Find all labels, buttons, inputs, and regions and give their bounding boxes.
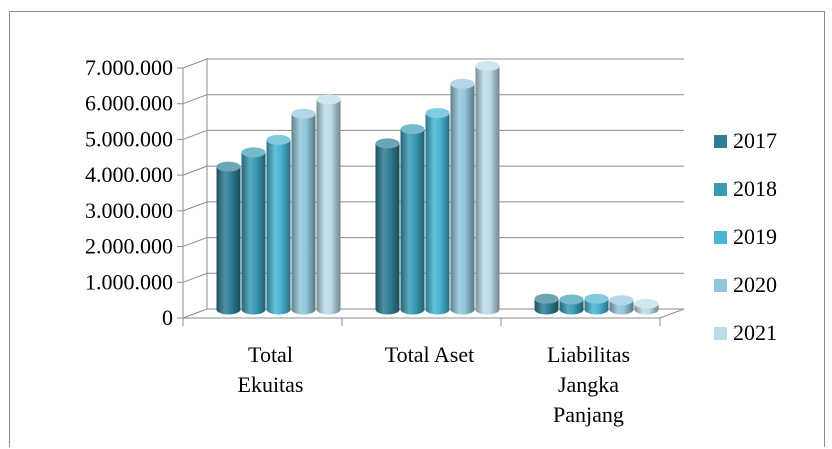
bar-2018-0 [241,147,266,315]
y-tick-label: 1.000.000 [85,269,173,294]
legend-label: 2018 [733,176,777,201]
bar-2019-1 [425,108,450,315]
bar-2017-2 [534,293,559,315]
bar-2017-0 [216,161,241,315]
legend-swatch [714,279,727,292]
bar-2021-0 [316,94,341,315]
bar-2017-1 [375,138,400,315]
x-category-label: Total Ekuitas [238,342,304,397]
x-category-label: Liabilitas Jangka Panjang [547,342,630,427]
bar-2018-2 [559,294,584,315]
legend-item-2018: 2018 [714,176,777,201]
bar-2021-2 [634,298,659,315]
legend-label: 2021 [733,320,777,345]
bar-2019-0 [266,134,291,315]
chart-bars [216,60,659,315]
y-tick-label: 7.000.000 [85,55,173,80]
bar-2020-1 [450,78,475,315]
legend-item-2017: 2017 [714,128,777,153]
legend-swatch [714,183,727,196]
y-tick-label: 4.000.000 [85,162,173,187]
y-tick-label: 6.000.000 [85,91,173,116]
legend-swatch [714,135,727,148]
bar-2019-2 [584,293,609,315]
bar-2018-1 [400,124,425,315]
bar-2020-2 [609,295,634,315]
bar-2020-0 [291,108,316,315]
x-axis: Total Ekuitas Total Aset Liabilitas Jangka Pa… [182,308,685,427]
legend-swatch [714,231,727,244]
legend-swatch [714,327,727,340]
legend-item-2021: 2021 [714,320,777,345]
bar-2021-1 [475,60,500,315]
y-tick-label: 5.000.000 [85,126,173,151]
chart-legend: 2017 2018 2019 2020 2021 [714,128,777,345]
x-category-label: Total Aset [385,342,475,367]
legend-label: 2020 [733,272,777,297]
y-tick-label: 2.000.000 [85,234,173,259]
legend-item-2019: 2019 [714,224,777,249]
legend-item-2020: 2020 [714,272,777,297]
y-axis: 0 1.000.000 2.000.000 3.000.000 4.000.000 5.0… [85,55,184,330]
chart-frame [9,11,825,447]
y-tick-label: 3.000.000 [85,198,173,223]
y-tick-label: 0 [162,305,173,330]
legend-label: 2017 [733,128,777,153]
legend-label: 2019 [733,224,777,249]
